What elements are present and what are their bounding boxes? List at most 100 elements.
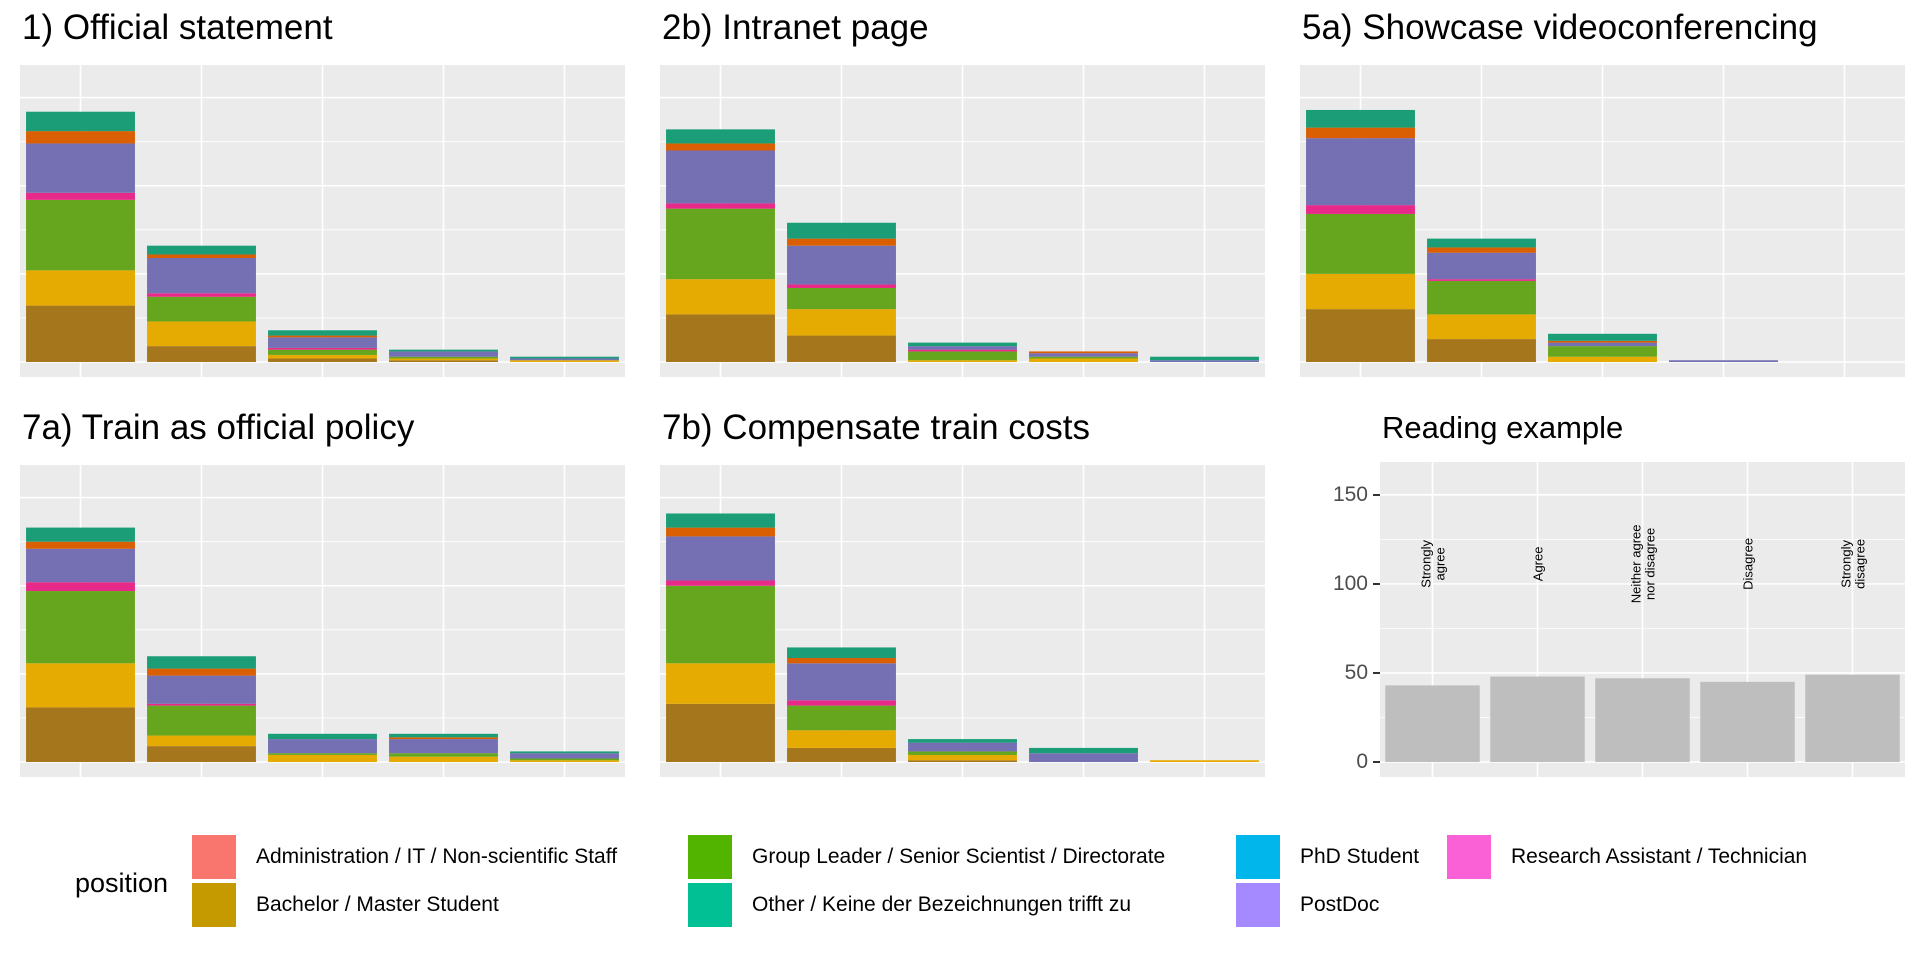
bar-segment bbox=[1548, 333, 1657, 341]
bar-segment bbox=[1150, 360, 1259, 362]
legend-swatch bbox=[688, 883, 732, 927]
bar-segment bbox=[1427, 314, 1536, 340]
chart-panel-7a bbox=[20, 465, 625, 777]
chart-title-1: 1) Official statement bbox=[22, 8, 333, 47]
category-label-line: Strongly bbox=[1839, 540, 1854, 588]
bar-segment bbox=[666, 129, 775, 144]
bar-segment bbox=[147, 258, 256, 294]
chart-title-7a: 7a) Train as official policy bbox=[22, 408, 415, 447]
bar-segment bbox=[510, 760, 619, 762]
bar-segment bbox=[389, 737, 498, 740]
bar-segment bbox=[389, 356, 498, 359]
example-bar bbox=[1700, 681, 1795, 762]
y-tick-label: 0 bbox=[1356, 750, 1368, 773]
legend-item-administration: Administration / IT / Non-scientific Sta… bbox=[192, 835, 617, 879]
chart-panel-7b bbox=[660, 465, 1265, 777]
example-bar bbox=[1595, 678, 1690, 762]
bar-segment bbox=[1427, 252, 1536, 280]
bar-segment bbox=[389, 756, 498, 762]
y-tick-label: 150 bbox=[1332, 482, 1368, 506]
bar-segment bbox=[1548, 342, 1657, 347]
legend-label: Other / Keine der Bezeichnungen trifft z… bbox=[752, 893, 1132, 916]
chart-svg-5a bbox=[1300, 65, 1905, 377]
bar-segment bbox=[389, 753, 498, 757]
bar-segment bbox=[268, 753, 377, 755]
bar-segment bbox=[1029, 358, 1138, 362]
category-label-line: Neither agree bbox=[1629, 524, 1644, 603]
bar-segment bbox=[1029, 353, 1138, 357]
bar-segment bbox=[666, 536, 775, 581]
category-label-line: nor disagree bbox=[1643, 528, 1658, 600]
bar-segment bbox=[1548, 346, 1657, 357]
bar-segment bbox=[1306, 273, 1415, 310]
y-tick-label: 50 bbox=[1344, 660, 1368, 684]
bar-segment bbox=[268, 358, 377, 362]
bar-segment bbox=[147, 346, 256, 362]
legend-item-group-leader: Group Leader / Senior Scientist / Direct… bbox=[688, 835, 1165, 879]
legend-label: PostDoc bbox=[1300, 893, 1380, 916]
bar-segment bbox=[1427, 247, 1536, 253]
bar-segment bbox=[268, 337, 377, 348]
bar-segment bbox=[268, 335, 377, 338]
bar-segment bbox=[666, 527, 775, 537]
bar-segment bbox=[1306, 309, 1415, 362]
chart-svg-1 bbox=[20, 65, 625, 377]
bar-segment bbox=[1548, 340, 1657, 343]
legend-item-research-assistant: Research Assistant / Technician bbox=[1447, 835, 1807, 879]
bar-segment bbox=[1306, 109, 1415, 128]
bar-segment bbox=[268, 754, 377, 762]
bar-segment bbox=[1427, 280, 1536, 315]
legend-item-phd: PhD Student bbox=[1236, 835, 1419, 879]
bar-segment bbox=[666, 279, 775, 315]
bar-segment bbox=[147, 675, 256, 704]
bar-segment bbox=[787, 658, 896, 664]
chart-title-5a: 5a) Showcase videoconferencing bbox=[1302, 8, 1818, 47]
bar-segment bbox=[787, 238, 896, 246]
bar-segment bbox=[908, 754, 1017, 761]
bar-segment bbox=[147, 293, 256, 297]
bar-segment bbox=[147, 735, 256, 747]
bar-segment bbox=[666, 314, 775, 362]
bar-segment bbox=[908, 349, 1017, 352]
bar-segment bbox=[908, 346, 1017, 350]
bar-segment bbox=[26, 707, 135, 762]
bar-segment bbox=[510, 360, 619, 362]
bar-segment bbox=[666, 513, 775, 528]
bar-segment bbox=[268, 330, 377, 336]
legend-swatch bbox=[1447, 835, 1491, 879]
bar-segment bbox=[1669, 360, 1778, 362]
bar-segment bbox=[787, 284, 896, 288]
y-tick-mark bbox=[1373, 761, 1380, 763]
bar-segment bbox=[666, 143, 775, 151]
bar-segment bbox=[26, 131, 135, 144]
bar-segment bbox=[1029, 753, 1138, 762]
bar-segment bbox=[268, 349, 377, 355]
bar-segment bbox=[787, 747, 896, 762]
chart-svg-reading-example: Stronglyagree Agree Neither agreenor disag… bbox=[1380, 462, 1905, 777]
legend-swatch bbox=[1236, 835, 1280, 879]
bar-segment bbox=[1150, 356, 1259, 361]
example-bar bbox=[1385, 685, 1480, 762]
bar-segment bbox=[1306, 138, 1415, 206]
chart-svg-7b bbox=[660, 465, 1265, 777]
bar-segment bbox=[147, 668, 256, 676]
legend-swatch bbox=[192, 835, 236, 879]
chart-panel-2b bbox=[660, 65, 1265, 377]
category-label: Neither agreenor disagree bbox=[1629, 524, 1658, 603]
legend-item-bachelor: Bachelor / Master Student bbox=[192, 883, 499, 927]
bar-segment bbox=[510, 358, 619, 361]
bar-segment bbox=[268, 354, 377, 359]
bar-segment bbox=[787, 309, 896, 336]
bar-segment bbox=[787, 287, 896, 310]
bar-segment bbox=[1427, 339, 1536, 362]
bar-segment bbox=[908, 351, 1017, 361]
bar-segment bbox=[26, 663, 135, 708]
bar-segment bbox=[908, 342, 1017, 347]
category-label-line: Disagree bbox=[1741, 538, 1756, 590]
chart-svg-2b bbox=[660, 65, 1265, 377]
bar-segment bbox=[1150, 760, 1259, 762]
y-tick-label: 100 bbox=[1332, 571, 1368, 595]
bar-segment bbox=[666, 208, 775, 280]
category-label-line: agree bbox=[1433, 547, 1448, 580]
category-label: Stronglyagree bbox=[1419, 540, 1448, 588]
